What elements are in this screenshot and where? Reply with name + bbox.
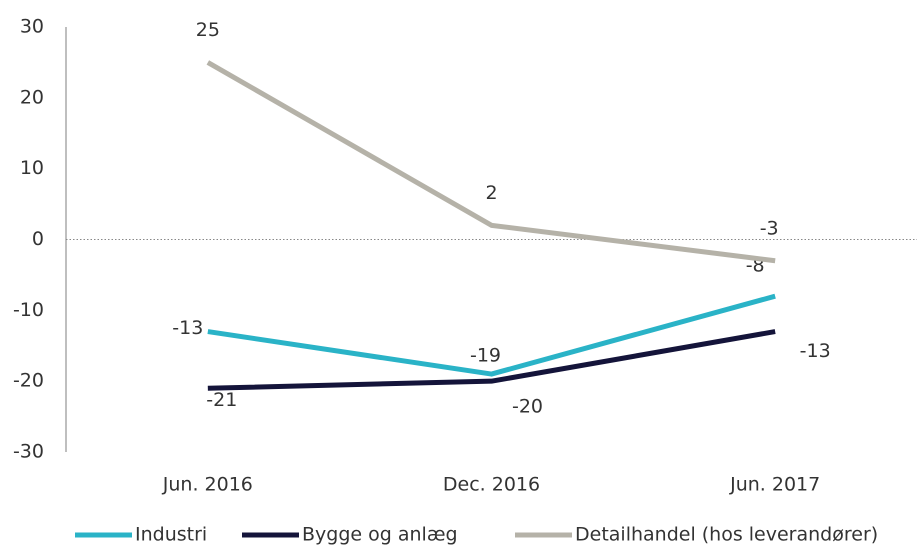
y-tick-label: 20: [20, 86, 44, 108]
data-label: -13: [800, 340, 831, 362]
data-label: 25: [196, 19, 220, 41]
y-tick-label: -20: [13, 370, 44, 392]
y-tick-label: 10: [20, 157, 44, 179]
line-series: [207, 329, 776, 391]
y-tick-label: -10: [13, 299, 44, 321]
data-label: -13: [172, 317, 203, 339]
data-label: -20: [512, 396, 543, 418]
y-tick-label: 0: [32, 228, 44, 250]
data-label: -3: [760, 217, 779, 239]
legend-label: Industri: [135, 524, 207, 546]
line-series: [207, 293, 776, 377]
line-series: [206, 60, 776, 264]
x-tick-label: Jun. 2016: [162, 474, 253, 496]
y-tick-label: 30: [20, 16, 44, 38]
data-label: -19: [470, 345, 501, 367]
x-tick-label: Jun. 2017: [729, 474, 820, 496]
data-label: 2: [485, 182, 497, 204]
legend-label: Detailhandel (hos leverandører): [575, 524, 878, 546]
legend-label: Bygge og anlæg: [302, 524, 458, 546]
x-tick-label: Dec. 2016: [443, 474, 540, 496]
y-tick-label: -30: [13, 441, 44, 463]
data-label: -21: [206, 389, 237, 411]
